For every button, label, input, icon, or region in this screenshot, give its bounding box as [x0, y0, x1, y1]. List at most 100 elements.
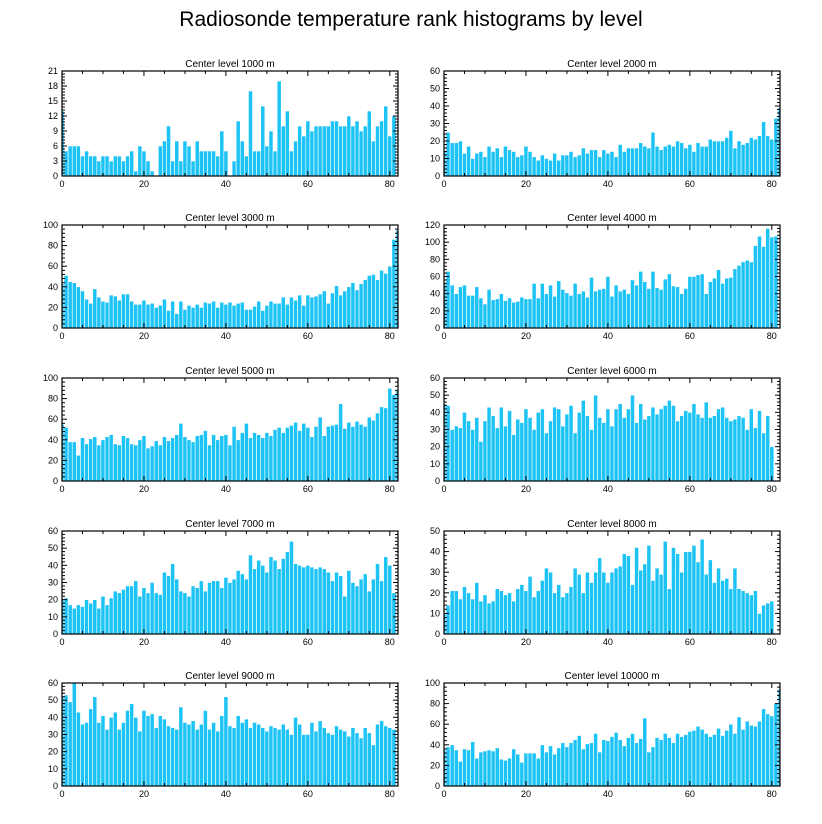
histogram-bar [166, 725, 171, 787]
histogram-bar [96, 444, 102, 482]
y-tick-label: 50 [430, 390, 440, 400]
x-tick-label: 20 [521, 179, 531, 189]
histogram-bar [486, 749, 492, 787]
histogram-bar [371, 140, 376, 177]
histogram-bar [757, 410, 762, 482]
histogram-bar [580, 400, 586, 482]
x-tick-label: 40 [603, 179, 613, 189]
y-tick-label: 60 [430, 272, 440, 282]
y-tick-label: 60 [48, 678, 58, 688]
histogram-bar [100, 439, 106, 482]
histogram-bar [662, 733, 668, 787]
histogram-bar [125, 437, 130, 482]
histogram-bar [137, 439, 143, 482]
histogram-bar [149, 713, 155, 787]
histogram-bar [732, 147, 738, 177]
histogram-bar [256, 434, 262, 482]
histogram-bar [634, 742, 639, 787]
histogram-bar [272, 429, 278, 482]
histogram-bar [617, 403, 623, 482]
histogram-bar [699, 417, 705, 482]
histogram-bar [235, 439, 241, 482]
y-tick-label: 10 [48, 764, 58, 774]
histogram-bar [761, 246, 766, 329]
y-tick-label: 0 [53, 781, 58, 791]
histogram-bar [548, 420, 553, 482]
histogram-bar [667, 400, 672, 482]
histogram-bar [539, 408, 545, 482]
histogram-bar [765, 602, 771, 635]
histogram-panel: Center level 8000 m 0 20 40 60 80 0 10 20 30 40 50 [430, 519, 781, 647]
histogram-bar [650, 271, 656, 329]
x-tick-label: 0 [59, 331, 64, 341]
histogram-bar [108, 434, 114, 482]
histogram-bar [560, 154, 566, 177]
histogram-bar [260, 105, 266, 177]
y-tick-label: 40 [48, 560, 58, 570]
histogram-bar [462, 748, 467, 787]
histogram-bar [112, 443, 118, 482]
histogram-bar [145, 160, 151, 177]
histogram-bar [141, 435, 147, 482]
histogram-bar [121, 722, 126, 787]
histogram-bar [219, 587, 225, 635]
histogram-bar [765, 228, 771, 329]
histogram-bar [748, 724, 754, 787]
histogram-bar [621, 553, 627, 635]
histogram-bar [499, 293, 504, 329]
histogram-bar [675, 733, 680, 787]
histogram-bar [449, 590, 455, 635]
histogram-bar [170, 300, 175, 329]
histogram-bar [375, 279, 380, 329]
histogram-bar [362, 727, 368, 787]
histogram-bar [215, 730, 221, 787]
histogram-bar [157, 715, 163, 787]
histogram-bar [740, 729, 746, 787]
histogram-bar [736, 415, 742, 482]
x-tick-label: 20 [521, 331, 531, 341]
histogram-bar [740, 590, 746, 635]
histogram-bar [268, 130, 274, 177]
histogram-bar [129, 300, 135, 329]
histogram-bar [556, 159, 562, 177]
histogram-bar [634, 547, 639, 635]
histogram-bar [691, 730, 697, 787]
x-tick-label: 0 [59, 179, 64, 189]
histogram-bar [683, 551, 689, 635]
histogram-bar [638, 403, 644, 482]
histogram-bar [732, 418, 738, 482]
histogram-bar [765, 415, 771, 482]
histogram-bar [699, 729, 705, 787]
histogram-bar [732, 567, 738, 635]
histogram-bar [564, 413, 570, 482]
histogram-bar [231, 305, 237, 329]
histogram-bar [317, 293, 323, 329]
histogram-bar [354, 120, 360, 177]
histogram-bar [244, 578, 249, 635]
x-tick-label: 80 [385, 179, 395, 189]
histogram-bar [466, 420, 471, 482]
histogram-bar [609, 571, 615, 635]
histogram-bar [589, 582, 594, 635]
histogram-bar [757, 235, 762, 329]
histogram-bar [280, 558, 286, 635]
histogram-bar [671, 285, 676, 329]
histogram-bar [490, 151, 496, 177]
y-tick-label: 60 [48, 414, 58, 424]
histogram-bar [219, 130, 225, 177]
histogram-bar [67, 145, 73, 177]
histogram-bar [387, 565, 393, 635]
histogram-bar [724, 417, 730, 482]
histogram-bar [71, 682, 77, 787]
histogram-bar [478, 441, 484, 482]
histogram-bar [182, 592, 188, 635]
histogram-bar [145, 715, 151, 787]
histogram-bar [535, 757, 541, 787]
histogram-bar [121, 435, 126, 482]
histogram-bar [297, 565, 303, 635]
histogram-bar [585, 571, 590, 635]
histogram-bar [190, 585, 196, 635]
x-tick-label: 20 [521, 789, 531, 799]
y-tick-label: 40 [430, 740, 440, 750]
histogram-bar [761, 432, 766, 482]
